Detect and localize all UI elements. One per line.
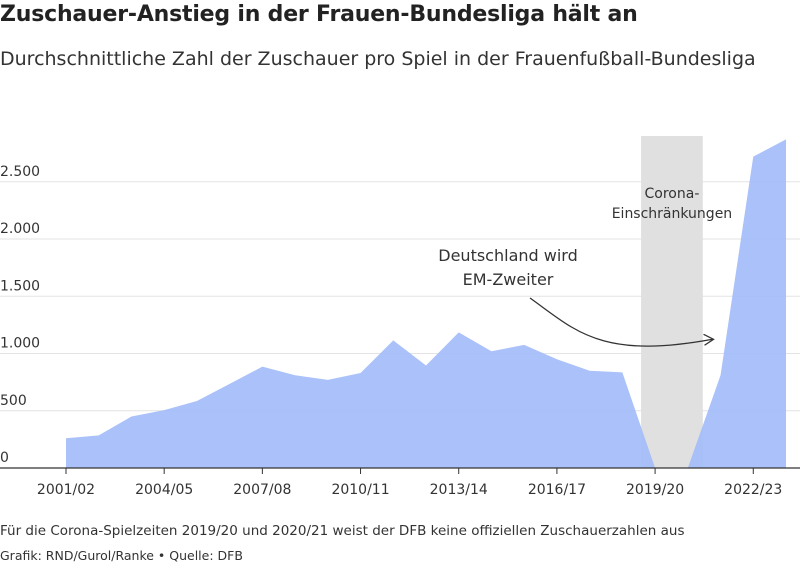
y-tick-label: 2.500 (0, 164, 40, 180)
y-tick-label: 0 (0, 450, 9, 466)
x-tick-label: 2013/14 (430, 482, 488, 498)
chart-title: Zuschauer-Anstieg in der Frauen-Bundesli… (0, 2, 638, 27)
x-tick-label: 2004/05 (135, 482, 193, 498)
annotation-text: Deutschland wird (438, 246, 577, 265)
shaded-region-label: Corona- (645, 186, 700, 202)
x-tick-label: 2019/20 (626, 482, 684, 498)
source-credit: Grafik: RND/Gurol/Ranke • Quelle: DFB (0, 548, 243, 563)
shaded-region (641, 136, 703, 468)
shaded-region-label: Einschränkungen (612, 206, 732, 222)
annotations: Corona- Einschränkungen Deutschland wird EM… (438, 186, 732, 347)
annotation-arrowhead (703, 333, 715, 346)
x-tick-label: 2022/23 (724, 482, 782, 498)
series-area (66, 139, 786, 468)
axes: 0 500 1.000 1.500 2.000 2.500 2001/02 2004/05 20… (0, 164, 800, 498)
y-tick-label: 500 (0, 393, 27, 409)
annotation-arrow (529, 297, 713, 347)
corona-shaded-region (641, 136, 703, 468)
x-tick-label: 2001/02 (37, 482, 95, 498)
footnote: Für die Corona-Spielzeiten 2019/20 und 2… (0, 523, 685, 539)
x-tick-label: 2016/17 (528, 482, 586, 498)
x-tick-label: 2007/08 (233, 482, 291, 498)
y-tick-label: 2.000 (0, 221, 40, 237)
y-tick-label: 1.500 (0, 278, 40, 294)
x-tick-label: 2010/11 (331, 482, 389, 498)
chart-subtitle: Durchschnittliche Zahl der Zuschauer pro… (0, 48, 756, 70)
y-tick-label: 1.000 (0, 336, 40, 352)
annotation-text: EM-Zweiter (463, 270, 554, 289)
area-series (66, 139, 786, 468)
